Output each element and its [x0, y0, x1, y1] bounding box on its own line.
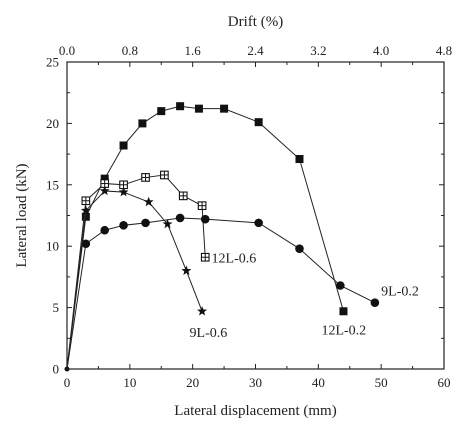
data-point-square [176, 102, 185, 111]
x-tick-label: 40 [312, 375, 325, 390]
data-point-circle [100, 225, 109, 235]
data-point-circle [119, 221, 128, 230]
data-point-circle [254, 218, 263, 228]
data-point-square [194, 104, 203, 113]
data-point-square [220, 104, 229, 113]
data-point-square-crossed [197, 201, 207, 211]
x2-tick-label: 0.8 [122, 43, 138, 58]
data-point-square-crossed [141, 173, 150, 182]
x-tick-label: 10 [123, 375, 136, 390]
axes-layer: 0 10 20 30 40 50 60 0.0 0.8 1.6 2.4 3.2 4.0 4.8 0 5 10 15… [46, 43, 452, 390]
annotation-label: 9L-0.2 [381, 284, 419, 299]
data-point-square-crossed [81, 196, 91, 206]
data-point-circle [200, 214, 210, 224]
y-tick-label: 0 [53, 362, 60, 377]
y-tick-label: 5 [53, 300, 60, 315]
data-point-square [254, 118, 263, 127]
y-axis-label: Lateral load (kN) [14, 163, 30, 267]
data-point-circle [370, 298, 380, 307]
y-tick-label: 25 [46, 55, 59, 70]
data-point-square-crossed [160, 170, 169, 180]
data-point-square [119, 141, 128, 150]
annotation-label: 12L-0.2 [321, 324, 366, 339]
series-9L-0.2 [66, 213, 380, 370]
series-layer [64, 102, 380, 372]
x2-tick-label: 4.0 [373, 43, 389, 58]
annotation-layer: 12L-0.6 9L-0.2 12L-0.2 9L-0.6 [190, 251, 419, 341]
data-point-star [143, 196, 154, 207]
x-axis-label: Lateral displacement (mm) [174, 403, 336, 419]
series-line [66, 190, 203, 370]
x2-tick-label: 2.4 [247, 43, 264, 58]
x-tick-label: 50 [375, 375, 388, 390]
x-tick-label: 60 [438, 375, 451, 390]
data-point-star [162, 218, 173, 229]
data-point-circle [175, 213, 185, 223]
x2-tick-label: 3.2 [310, 43, 326, 58]
data-point-square-crossed [200, 252, 210, 262]
x-tick-label: 0 [64, 375, 71, 390]
data-point-square [295, 155, 304, 164]
y-tick-label: 10 [46, 239, 59, 254]
data-point-star [118, 186, 129, 197]
data-point-circle [81, 239, 91, 249]
x2-tick-label: 4.8 [436, 43, 452, 58]
series-9L-0.6 [66, 185, 208, 370]
annotation-label: 12L-0.6 [212, 251, 257, 266]
data-point-square-crossed [178, 191, 188, 201]
series-12L-0.6 [66, 170, 210, 370]
data-point-square [81, 212, 90, 221]
x-tick-label: 20 [186, 375, 199, 390]
data-point-square [339, 307, 348, 316]
x2-tick-label: 0.0 [59, 43, 75, 58]
annotation-label: 9L-0.6 [190, 326, 228, 341]
x-tick-label: 30 [249, 375, 262, 390]
data-point-circle [336, 281, 345, 290]
data-point-star [181, 265, 192, 275]
data-point-square [157, 107, 166, 116]
data-point-circle [295, 244, 304, 253]
data-point-star [197, 306, 208, 316]
data-point-star [80, 205, 91, 215]
x2-tick-label: 1.6 [185, 43, 202, 58]
data-point-star [99, 185, 110, 196]
y-tick-label: 20 [46, 116, 59, 131]
data-point-square [100, 174, 109, 183]
data-point-square [138, 119, 147, 128]
data-point-circle [141, 218, 150, 228]
x2-axis-label: Drift (%) [228, 14, 283, 30]
y-tick-label: 15 [46, 177, 59, 192]
